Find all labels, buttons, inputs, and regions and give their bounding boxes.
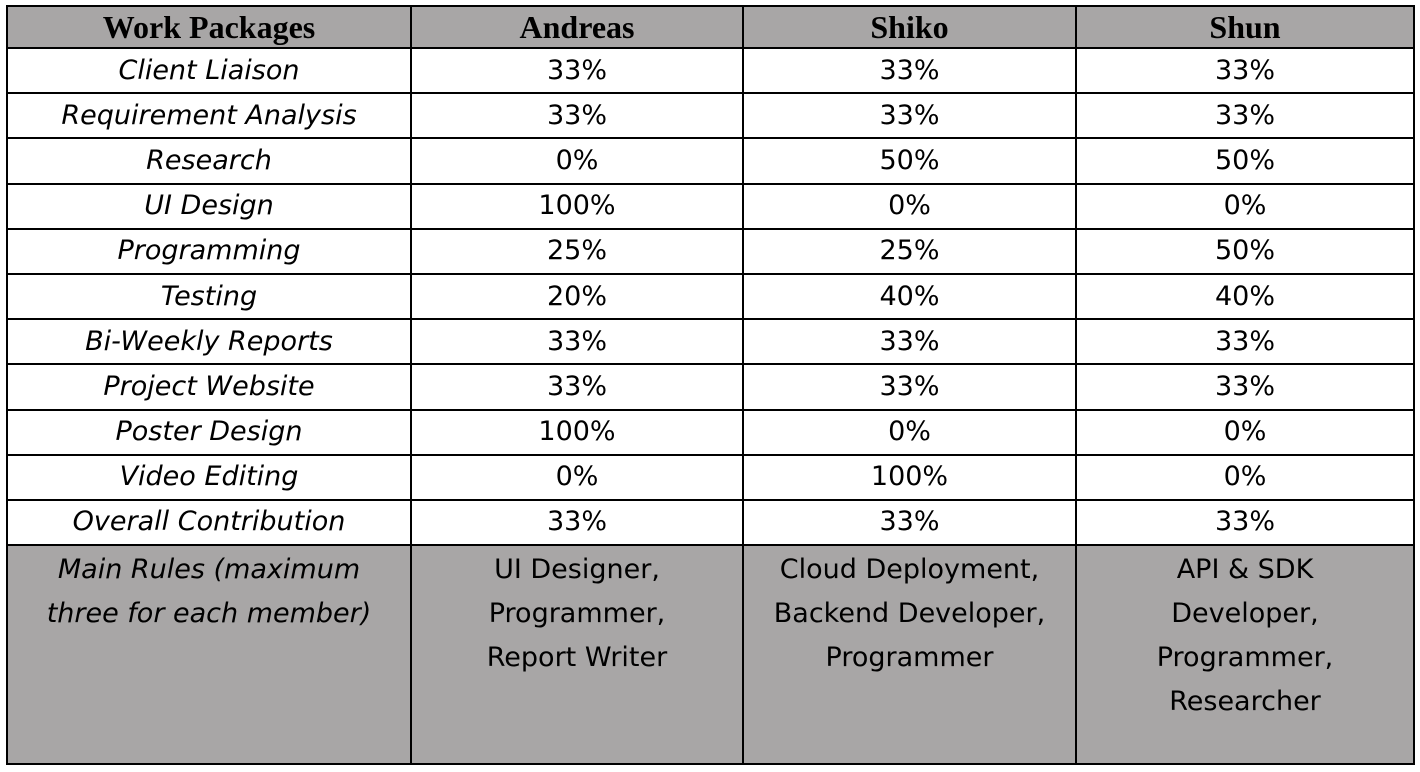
table-row: Bi-Weekly Reports 33% 33% 33% bbox=[6, 318, 1415, 366]
table-row: Programming 25% 25% 50% bbox=[6, 227, 1415, 275]
header-andreas: Andreas bbox=[410, 5, 744, 49]
header-row: Work Packages Andreas Shiko Shun bbox=[6, 5, 1415, 49]
table-row: Testing 20% 40% 40% bbox=[6, 272, 1415, 321]
cell-shiko: 33% bbox=[742, 363, 1077, 411]
table-row: Requirement Analysis 33% 33% 33% bbox=[6, 92, 1415, 140]
cell-andreas: 0% bbox=[410, 137, 744, 185]
cell-shun: 33% bbox=[1075, 46, 1415, 95]
package-name: Programming bbox=[6, 227, 412, 275]
package-name: Video Editing bbox=[6, 453, 412, 501]
cell-shiko: 100% bbox=[742, 453, 1077, 501]
cell-shiko: 33% bbox=[742, 498, 1077, 547]
cell-shun: 50% bbox=[1075, 227, 1415, 275]
role-line: Report Writer bbox=[486, 642, 668, 674]
table-row: UI Design 100% 0% 0% bbox=[6, 182, 1415, 230]
cell-andreas: 20% bbox=[410, 272, 744, 321]
role-line: API & SDK bbox=[1176, 554, 1314, 586]
role-line: Developer, bbox=[1171, 598, 1319, 630]
rules-andreas: UI Designer, Programmer, Report Writer bbox=[410, 544, 744, 765]
cell-shiko: 33% bbox=[742, 46, 1077, 95]
package-name: Bi-Weekly Reports bbox=[6, 318, 412, 366]
cell-shun: 33% bbox=[1075, 498, 1415, 547]
cell-shun: 33% bbox=[1075, 92, 1415, 140]
role-line: UI Designer, bbox=[494, 554, 660, 586]
cell-shun: 0% bbox=[1075, 182, 1415, 230]
cell-andreas: 33% bbox=[410, 498, 744, 547]
role-line: Cloud Deployment, bbox=[779, 554, 1040, 586]
package-name: Research bbox=[6, 137, 412, 185]
work-packages-table: Work Packages Andreas Shiko Shun Client … bbox=[6, 5, 1415, 765]
header-shiko: Shiko bbox=[742, 5, 1077, 49]
cell-andreas: 25% bbox=[410, 227, 744, 275]
table-row: Project Website 33% 33% 33% bbox=[6, 363, 1415, 411]
main-rules-label-line: Main Rules (maximum bbox=[57, 554, 361, 586]
rules-shun: API & SDK Developer, Programmer, Researc… bbox=[1075, 544, 1415, 765]
cell-andreas: 33% bbox=[410, 46, 744, 95]
cell-andreas: 33% bbox=[410, 318, 744, 366]
cell-andreas: 100% bbox=[410, 182, 744, 230]
package-name: Overall Contribution bbox=[6, 498, 412, 547]
cell-shun: 0% bbox=[1075, 408, 1415, 456]
cell-andreas: 33% bbox=[410, 92, 744, 140]
role-line: Programmer bbox=[825, 642, 994, 674]
table-row: Client Liaison 33% 33% 33% bbox=[6, 46, 1415, 95]
rules-shiko: Cloud Deployment, Backend Developer, Pro… bbox=[742, 544, 1077, 765]
package-name: UI Design bbox=[6, 182, 412, 230]
cell-shun: 40% bbox=[1075, 272, 1415, 321]
cell-shiko: 40% bbox=[742, 272, 1077, 321]
cell-shiko: 0% bbox=[742, 408, 1077, 456]
table-row: Poster Design 100% 0% 0% bbox=[6, 408, 1415, 456]
cell-shun: 33% bbox=[1075, 318, 1415, 366]
main-rules-row: Main Rules (maximum three for each membe… bbox=[6, 544, 1415, 765]
cell-andreas: 0% bbox=[410, 453, 744, 501]
cell-shun: 0% bbox=[1075, 453, 1415, 501]
main-rules-label: Main Rules (maximum three for each membe… bbox=[6, 544, 412, 765]
table-row: Video Editing 0% 100% 0% bbox=[6, 453, 1415, 501]
package-name: Testing bbox=[6, 272, 412, 321]
package-name: Requirement Analysis bbox=[6, 92, 412, 140]
role-line: Researcher bbox=[1169, 686, 1321, 718]
role-line: Programmer, bbox=[488, 598, 666, 630]
package-name: Project Website bbox=[6, 363, 412, 411]
main-rules-label-line: three for each member) bbox=[46, 598, 372, 630]
cell-shiko: 33% bbox=[742, 318, 1077, 366]
package-name: Client Liaison bbox=[6, 46, 412, 95]
cell-shiko: 25% bbox=[742, 227, 1077, 275]
cell-shiko: 33% bbox=[742, 92, 1077, 140]
cell-andreas: 100% bbox=[410, 408, 744, 456]
overall-contribution-row: Overall Contribution 33% 33% 33% bbox=[6, 498, 1415, 547]
package-name: Poster Design bbox=[6, 408, 412, 456]
cell-shun: 33% bbox=[1075, 363, 1415, 411]
table-row: Research 0% 50% 50% bbox=[6, 137, 1415, 185]
cell-andreas: 33% bbox=[410, 363, 744, 411]
cell-shiko: 0% bbox=[742, 182, 1077, 230]
cell-shun: 50% bbox=[1075, 137, 1415, 185]
role-line: Programmer, bbox=[1156, 642, 1334, 674]
header-work-packages: Work Packages bbox=[6, 5, 412, 49]
header-shun: Shun bbox=[1075, 5, 1415, 49]
cell-shiko: 50% bbox=[742, 137, 1077, 185]
role-line: Backend Developer, bbox=[773, 598, 1046, 630]
